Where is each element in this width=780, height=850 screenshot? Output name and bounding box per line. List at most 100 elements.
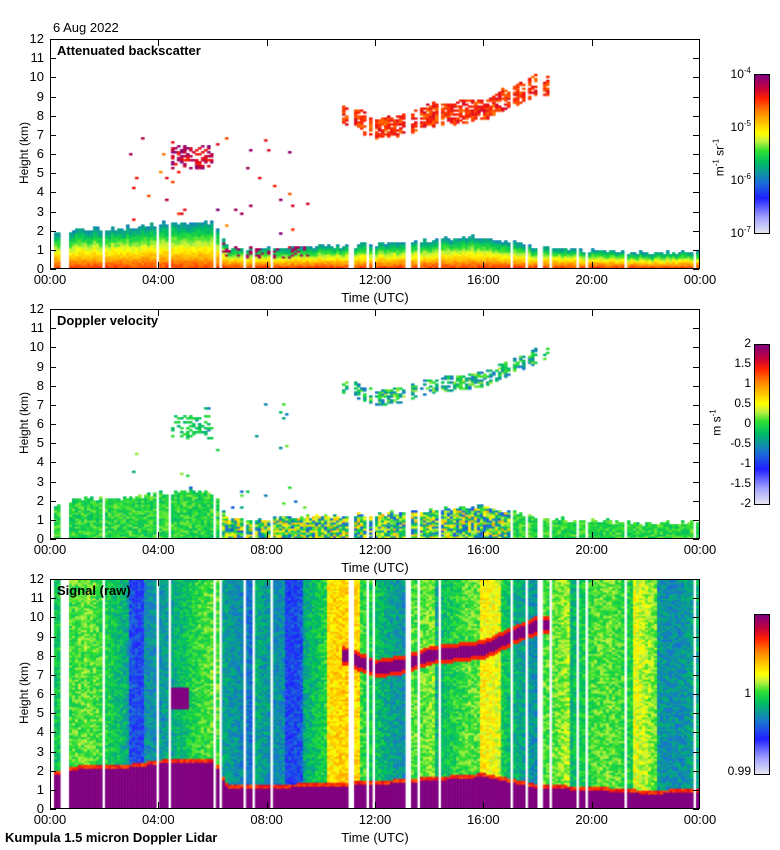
y-tick-mark — [693, 443, 699, 445]
colorbar-tick-label: 2 — [744, 336, 751, 350]
x-tick-mark — [266, 262, 268, 268]
y-tick-mark — [693, 96, 699, 98]
y-tick-label: 11 — [30, 320, 45, 336]
y-tick-label: 7 — [36, 126, 44, 142]
y-tick-mark — [693, 77, 699, 79]
y-tick-mark — [50, 154, 56, 155]
x-tick-mark — [158, 802, 160, 808]
colorbar-unit: m s-1 — [709, 409, 724, 435]
x-tick-mark — [158, 310, 160, 316]
heatmap-velocity — [51, 310, 699, 538]
y-tick-mark — [50, 230, 56, 232]
y-tick-mark — [50, 789, 56, 791]
y-tick-mark — [50, 674, 56, 676]
y-tick-label: 0 — [36, 531, 44, 546]
x-tick-mark — [483, 262, 485, 268]
x-tick-mark — [591, 262, 593, 268]
y-tick-label: 12 — [29, 31, 44, 46]
y-tick-mark — [50, 96, 56, 98]
y-tick-mark — [693, 385, 699, 387]
panel-title: Attenuated backscatter — [57, 43, 201, 58]
tick-exponent: -5 — [743, 119, 751, 128]
y-tick-mark — [693, 328, 699, 330]
x-tick-mark — [158, 262, 160, 268]
y-tick-label: 5 — [36, 435, 44, 451]
y-axis-label: Height (km) — [17, 122, 31, 185]
date-label: 6 Aug 2022 — [53, 20, 119, 35]
colorbar-tick-label: 1.5 — [734, 356, 751, 370]
y-tick-mark — [693, 539, 699, 540]
y-axis-label: Height (km) — [17, 392, 31, 455]
tick-base: 10 — [730, 226, 744, 240]
y-tick-mark — [693, 636, 699, 638]
x-axis-label: Time (UTC) — [341, 830, 409, 845]
x-tick-mark — [375, 40, 376, 46]
y-tick-label: 9 — [36, 628, 44, 644]
x-tick-label: 12:00 — [358, 542, 392, 557]
y-tick-label: 6 — [36, 416, 44, 431]
y-tick-mark — [693, 598, 699, 600]
y-tick-mark — [50, 39, 56, 40]
plot-panel-velocity: Doppler velocity — [50, 309, 700, 539]
tick-exponent: -6 — [743, 172, 751, 181]
x-tick-mark — [375, 802, 376, 808]
unit-part: -1 — [711, 138, 721, 146]
instrument-label: Kumpula 1.5 micron Doppler Lidar — [5, 830, 218, 845]
x-tick-label: 12:00 — [358, 812, 392, 827]
x-tick-mark — [591, 532, 593, 538]
y-tick-mark — [50, 404, 56, 406]
unit-part: m — [712, 166, 727, 177]
y-tick-label: 3 — [36, 743, 44, 759]
y-tick-mark — [693, 789, 699, 791]
y-tick-mark — [50, 713, 56, 715]
y-tick-mark — [50, 519, 56, 521]
x-tick-label: 16:00 — [467, 272, 500, 287]
y-tick-label: 1 — [36, 241, 44, 257]
y-tick-mark — [693, 115, 699, 117]
panel-title: Signal (raw) — [57, 583, 131, 598]
y-tick-mark — [50, 770, 56, 772]
y-tick-mark — [50, 443, 56, 445]
x-tick-mark — [483, 310, 485, 316]
y-tick-mark — [50, 77, 56, 79]
tick-exponent: -4 — [743, 66, 751, 75]
y-tick-mark — [693, 39, 699, 40]
y-tick-mark — [50, 269, 56, 270]
x-tick-label: 00:00 — [683, 272, 717, 287]
y-tick-mark — [693, 211, 699, 213]
y-tick-mark — [50, 347, 56, 349]
y-tick-label: 0 — [36, 261, 44, 276]
y-tick-mark — [693, 732, 699, 734]
y-tick-label: 2 — [36, 222, 44, 238]
y-tick-mark — [693, 481, 699, 483]
y-tick-mark — [693, 424, 699, 425]
y-tick-mark — [50, 500, 56, 502]
y-tick-label: 7 — [36, 396, 44, 412]
x-axis-label: Time (UTC) — [341, 290, 409, 305]
y-tick-label: 12 — [29, 571, 44, 586]
y-tick-mark — [693, 366, 699, 368]
y-tick-label: 3 — [36, 473, 44, 489]
x-tick-mark — [591, 40, 593, 46]
unit-part: sr — [712, 145, 727, 160]
y-tick-mark — [693, 500, 699, 502]
x-tick-label: 16:00 — [467, 542, 500, 557]
y-tick-label: 0 — [36, 801, 44, 816]
x-tick-label: 00:00 — [683, 542, 717, 557]
y-tick-mark — [50, 481, 56, 483]
x-tick-mark — [375, 262, 376, 268]
tick-base: 10 — [730, 67, 744, 81]
y-tick-mark — [50, 115, 56, 117]
x-tick-mark — [591, 802, 593, 808]
unit-part: -1 — [711, 159, 721, 167]
x-tick-label: 20:00 — [575, 542, 608, 557]
x-axis-label: Time (UTC) — [341, 560, 409, 575]
heatmap-signal — [51, 580, 699, 808]
x-tick-mark — [375, 532, 376, 538]
x-tick-mark — [483, 802, 485, 808]
y-tick-mark — [50, 211, 56, 213]
x-tick-label: 00:00 — [33, 812, 67, 827]
y-tick-label: 10 — [29, 339, 44, 355]
y-tick-label: 4 — [36, 184, 44, 200]
colorbar-tick-label: 10-7 — [711, 225, 751, 240]
